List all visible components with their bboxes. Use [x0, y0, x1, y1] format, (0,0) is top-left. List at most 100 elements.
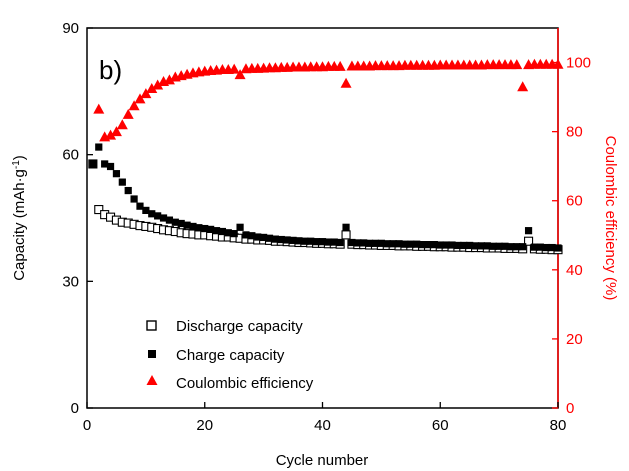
- x-tick-label: 60: [432, 417, 449, 434]
- charge-capacity-point: [236, 223, 244, 231]
- charge-capacity-point: [330, 238, 338, 246]
- charge-capacity-point: [418, 241, 427, 249]
- coulombic-efficiency-point: [146, 82, 158, 93]
- y-left-tick-label: 0: [71, 400, 79, 417]
- charge-capacity-point: [354, 239, 362, 247]
- charge-capacity-point: [118, 178, 126, 186]
- charge-capacity-point: [212, 227, 221, 235]
- charge-capacity-point: [195, 224, 203, 232]
- coulombic-efficiency-point: [340, 77, 352, 88]
- charge-capacity-point: [442, 241, 450, 249]
- coulombic-efficiency-point: [511, 59, 523, 70]
- coulombic-efficiency-point: [152, 79, 164, 90]
- y-right-tick-label: 20: [566, 331, 583, 348]
- charge-capacity-point: [324, 238, 332, 246]
- charge-capacity-point: [389, 240, 397, 248]
- charge-capacity-point: [171, 218, 179, 226]
- charge-capacity-point: [224, 229, 232, 237]
- legend-marker-charge: [148, 350, 156, 358]
- y-right-axis-ticks: 0 20 40 60 80 100: [552, 55, 591, 417]
- charge-capacity-point: [366, 239, 374, 247]
- charge-capacity-point: [407, 240, 415, 248]
- charge-capacity-point: [89, 160, 97, 168]
- legend-label-discharge: Discharge capacity: [176, 318, 303, 335]
- y-left-tick-label: 90: [62, 20, 79, 37]
- x-axis-ticks: 0 20 40 60 80: [83, 402, 566, 434]
- coulombic-efficiency-point: [163, 74, 175, 85]
- charge-capacity-point: [371, 239, 380, 247]
- y-left-axis-title-sup: -1: [11, 160, 22, 169]
- charge-capacity-point: [189, 222, 197, 231]
- coulombic-efficiency-point: [234, 69, 246, 80]
- charge-capacity-point: [301, 237, 309, 245]
- coulombic-efficiency-point: [122, 108, 134, 119]
- charge-capacity-point: [265, 234, 274, 242]
- charge-capacity-point: [383, 240, 391, 248]
- y-left-tick-label: 60: [62, 147, 79, 164]
- charge-capacity-point: [318, 238, 327, 246]
- coulombic-efficiency-point: [105, 129, 117, 140]
- charge-capacity-point: [448, 241, 456, 249]
- coulombic-efficiency-point: [116, 119, 128, 130]
- legend-label-charge: Charge capacity: [176, 347, 285, 364]
- charge-capacity-point: [130, 195, 138, 203]
- charge-capacity-point: [106, 162, 115, 171]
- charge-capacity-point: [230, 230, 238, 238]
- charge-capacity-point: [177, 219, 185, 228]
- charge-capacity-point: [218, 227, 227, 236]
- x-tick-label: 40: [314, 417, 331, 434]
- y-left-axis-title: Capacity (mAh·g-1): [11, 155, 29, 281]
- charge-capacity-point: [112, 170, 121, 178]
- charge-capacity-point: [348, 238, 356, 247]
- charge-capacity-point: [142, 206, 150, 214]
- charge-capacity-point: [477, 242, 486, 250]
- charge-capacity-point: [95, 143, 103, 151]
- charge-capacity-point: [295, 237, 303, 245]
- charge-capacity-point: [136, 202, 144, 210]
- coulombic-efficiency-point: [140, 88, 152, 99]
- coulombic-efficiency-point: [228, 63, 240, 74]
- y-right-tick-label: 40: [566, 262, 583, 279]
- charge-capacity-point: [124, 186, 132, 195]
- charge-capacity-point: [436, 241, 444, 249]
- charge-capacity-point: [401, 240, 409, 248]
- coulombic-efficiency-point: [134, 93, 146, 104]
- coulombic-efficiency-point: [110, 126, 122, 137]
- discharge-capacity-point: [94, 205, 104, 215]
- charge-capacity-point: [307, 237, 315, 245]
- charge-capacity-point: [489, 242, 497, 250]
- charge-capacity-point: [424, 241, 433, 249]
- y-left-axis-title-close: ): [11, 155, 28, 160]
- charge-capacity-point: [183, 221, 191, 229]
- charge-capacity-point: [207, 225, 215, 233]
- charge-capacity-point: [271, 235, 279, 243]
- charge-capacity-point: [283, 236, 291, 244]
- charge-capacity-point: [159, 214, 168, 222]
- charge-capacity-point: [460, 241, 468, 250]
- charge-capacity-point: [377, 239, 385, 247]
- x-tick-label: 20: [196, 417, 213, 434]
- charge-capacity-point: [360, 239, 368, 247]
- charge-capacity-point: [430, 241, 438, 249]
- x-axis-title: Cycle number: [276, 452, 369, 469]
- charge-capacity-point: [507, 243, 515, 251]
- charge-capacity-point: [454, 241, 462, 250]
- charge-capacity-point: [254, 233, 262, 241]
- charge-capacity-point: [165, 216, 174, 224]
- charge-capacity-point: [483, 242, 491, 250]
- y-left-axis-ticks: 0 30 60 90: [62, 20, 93, 417]
- y-right-tick-label: 100: [566, 55, 591, 72]
- legend-marker-discharge: [146, 320, 157, 331]
- y-left-axis-title-main: Capacity (mAh·g: [11, 169, 28, 281]
- charge-capacity-point: [336, 238, 344, 247]
- y-right-axis-title: Coulombic efficiency (%): [602, 136, 619, 301]
- charge-capacity-point: [289, 236, 297, 244]
- charge-capacity-point: [471, 242, 480, 250]
- legend-label-coulombic: Coulombic efficiency: [176, 375, 314, 392]
- charge-capacity-point: [148, 210, 156, 218]
- legend-marker-coulombic: [146, 375, 158, 385]
- coulombic-efficiency-point: [334, 60, 346, 71]
- charge-capacity-point: [248, 232, 256, 240]
- charge-capacity-point: [313, 238, 321, 246]
